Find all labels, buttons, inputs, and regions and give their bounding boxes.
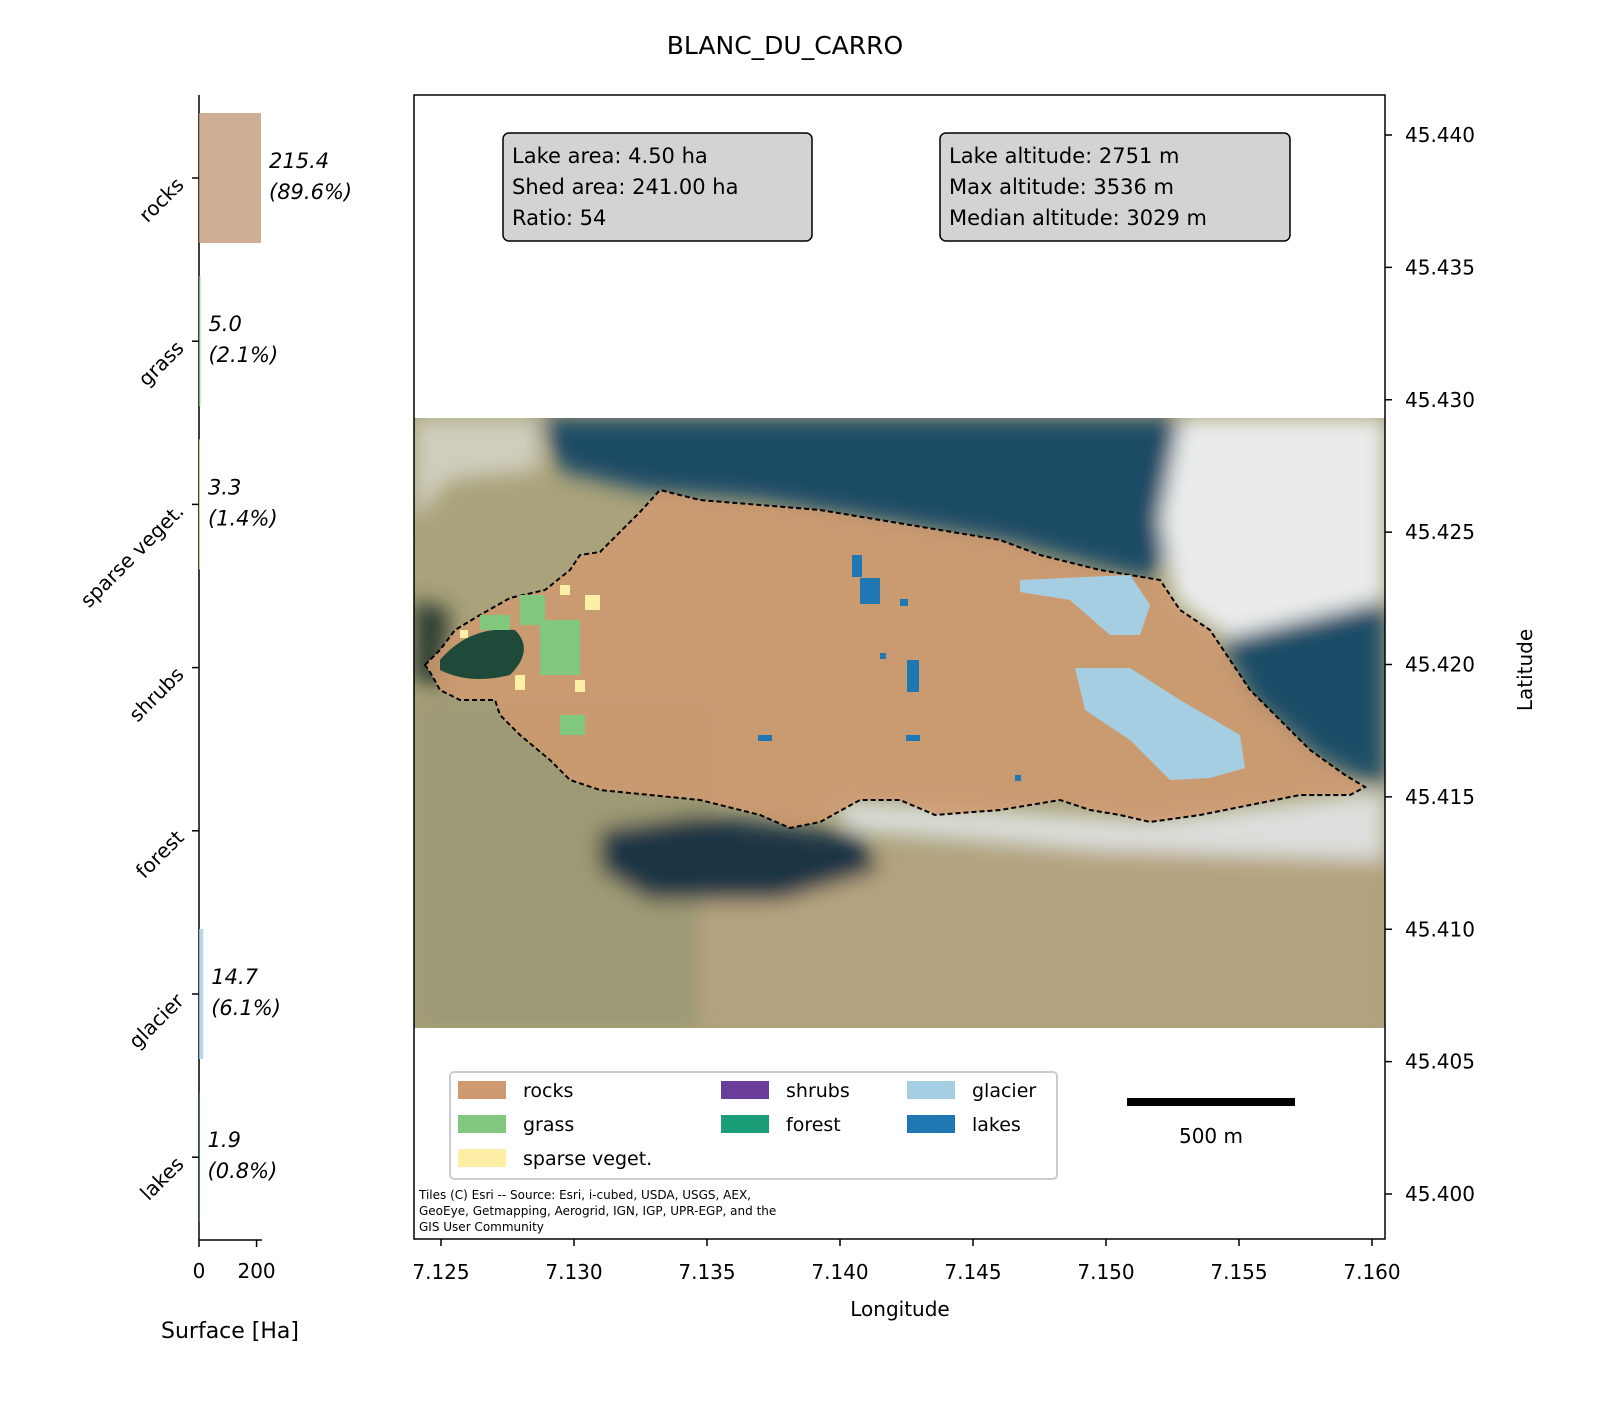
x-tick-label: 200 xyxy=(237,1259,275,1283)
lat-tick-label: 45.420 xyxy=(1405,653,1475,677)
legend-label: lakes xyxy=(972,1114,1021,1136)
bar-value-label: 1.9 xyxy=(208,1128,241,1152)
lake-patches xyxy=(758,555,1021,781)
bar-percent-label: (1.4%) xyxy=(208,506,278,530)
y-tick-label: forest xyxy=(131,825,189,883)
y-tick-label: shrubs xyxy=(124,662,188,726)
lat-tick-label: 45.410 xyxy=(1405,917,1475,941)
bar-value-label: 14.7 xyxy=(211,965,258,989)
lon-tick-label: 7.160 xyxy=(1343,1260,1400,1284)
altitude-info-box: Lake altitude: 2751 m Max altitude: 3536… xyxy=(939,132,1291,242)
lat-tick-label: 45.435 xyxy=(1405,255,1475,279)
bar-percent-label: (89.6%) xyxy=(269,180,352,204)
attribution-line-3: GIS User Community xyxy=(419,1220,544,1234)
lon-tick-label: 7.155 xyxy=(1210,1260,1267,1284)
legend-item-lakes: lakes xyxy=(907,1114,1021,1136)
lat-tick-label: 45.415 xyxy=(1405,785,1475,809)
bar-value-label: 3.3 xyxy=(208,475,241,499)
lon-tick-label: 7.140 xyxy=(811,1260,868,1284)
legend-swatch xyxy=(721,1081,769,1099)
legend-label: sparse veget. xyxy=(523,1148,652,1170)
legend-item-rocks: rocks xyxy=(458,1080,573,1102)
bar-glacier xyxy=(199,929,204,1059)
legend-item-grass: grass xyxy=(458,1114,574,1136)
bar-x-axis-label: Surface [Ha] xyxy=(161,1319,299,1344)
glacier-patches xyxy=(1020,575,1245,780)
attribution: Tiles (C) Esri -- Source: Esri, i-cubed,… xyxy=(418,1188,776,1234)
scale-bar: 500 m xyxy=(1127,1098,1295,1148)
lake-altitude-text: Lake altitude: 2751 m xyxy=(949,144,1179,168)
figure-title: BLANC_DU_CARRO xyxy=(667,31,903,60)
legend-label: forest xyxy=(786,1114,841,1136)
median-altitude-text: Median altitude: 3029 m xyxy=(949,206,1207,230)
bar-sparse-veget xyxy=(199,439,200,570)
legend-label: glacier xyxy=(972,1080,1036,1102)
legend-swatch xyxy=(458,1081,506,1099)
legend-label: grass xyxy=(523,1114,574,1136)
y-tick-label: rocks xyxy=(134,173,188,227)
lat-tick-label: 45.405 xyxy=(1405,1050,1475,1074)
attribution-line-2: GeoEye, Getmapping, Aerogrid, IGN, IGP, … xyxy=(419,1204,776,1218)
legend-swatch xyxy=(907,1081,955,1099)
lat-tick-label: 45.430 xyxy=(1405,388,1475,412)
legend-swatch xyxy=(721,1115,769,1133)
bar-value-label: 215.4 xyxy=(269,149,329,173)
map-x-axis-label: Longitude xyxy=(850,1297,949,1321)
max-altitude-text: Max altitude: 3536 m xyxy=(949,175,1174,199)
lat-tick-label: 45.440 xyxy=(1405,123,1475,147)
lake-area-text: Lake area: 4.50 ha xyxy=(512,144,708,168)
catchment-rocks xyxy=(423,488,1368,830)
bar-lakes xyxy=(199,1092,200,1223)
lat-tick-label: 45.425 xyxy=(1405,520,1475,544)
legend-swatch xyxy=(458,1115,506,1133)
map-y-axis-label: Latitude xyxy=(1513,629,1537,711)
lon-tick-label: 7.150 xyxy=(1077,1260,1134,1284)
shed-area-text: Shed area: 241.00 ha xyxy=(512,175,738,199)
lon-tick-label: 7.130 xyxy=(545,1260,602,1284)
bar-percent-label: (0.8%) xyxy=(208,1159,278,1183)
surface-bar-chart: rocks 215.4 (89.6%) grass 5.0 (2.1%) sparse ve… xyxy=(75,95,352,1344)
legend-swatch xyxy=(458,1149,506,1167)
legend-label: rocks xyxy=(523,1080,573,1102)
grass-patches xyxy=(480,595,585,735)
y-tick-label: grass xyxy=(133,336,188,391)
bar-rocks xyxy=(199,113,261,243)
legend-item-shrubs: shrubs xyxy=(721,1080,850,1102)
lon-tick-label: 7.135 xyxy=(678,1260,735,1284)
legend-label: shrubs xyxy=(786,1080,850,1102)
y-tick-label: glacier xyxy=(124,988,189,1053)
legend-item-forest: forest xyxy=(721,1114,841,1136)
lat-tick-label: 45.400 xyxy=(1405,1182,1475,1206)
bar-grass xyxy=(199,276,201,407)
bar-percent-label: (2.1%) xyxy=(208,343,278,367)
map-frame xyxy=(413,94,1386,1240)
lon-tick-label: 7.125 xyxy=(412,1260,469,1284)
attribution-line-1: Tiles (C) Esri -- Source: Esri, i-cubed,… xyxy=(418,1188,751,1202)
y-tick-label: sparse veget. xyxy=(75,499,188,612)
lake xyxy=(440,629,524,679)
map-legend: rocks grass sparse veget. shrubs forest glaci… xyxy=(449,1071,1058,1180)
lon-tick-label: 7.145 xyxy=(944,1260,1001,1284)
legend-item-sparse-veget: sparse veget. xyxy=(458,1148,652,1170)
scale-bar-label: 500 m xyxy=(1179,1124,1243,1148)
legend-item-glacier: glacier xyxy=(907,1080,1036,1102)
legend-swatch xyxy=(907,1115,955,1133)
sparse-veget-patches xyxy=(460,585,600,692)
map-panel: Lake area: 4.50 ha Shed area: 241.00 ha … xyxy=(412,94,1537,1321)
y-tick-label: lakes xyxy=(135,1152,188,1205)
x-tick-label: 0 xyxy=(193,1259,206,1283)
ratio-text: Ratio: 54 xyxy=(512,206,606,230)
lake-area-info-box: Lake area: 4.50 ha Shed area: 241.00 ha … xyxy=(502,132,813,242)
bar-percent-label: (6.1%) xyxy=(211,996,281,1020)
bar-value-label: 5.0 xyxy=(208,312,241,336)
